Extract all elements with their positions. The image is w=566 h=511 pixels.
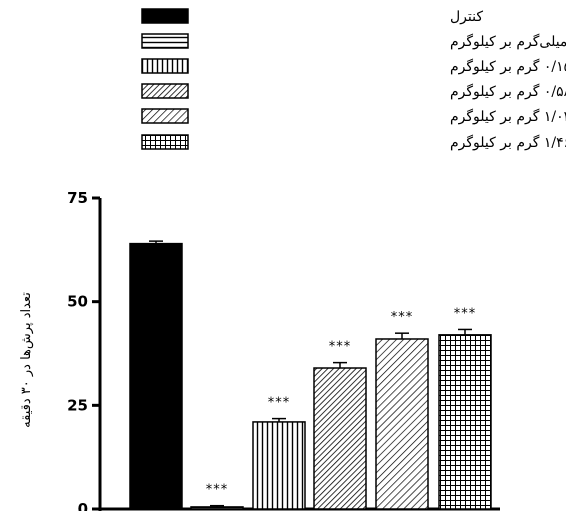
- bar-1: [129, 242, 183, 510]
- significance-label-2: ***: [206, 483, 229, 498]
- legend-label-2: دیازپام ۵ میلی‌گرم بر کیلوگرم: [450, 33, 566, 50]
- y-tick-label: 25: [67, 396, 88, 414]
- bar-4: [313, 367, 367, 510]
- legend-swatch-3: [141, 58, 189, 74]
- legend-swatch-4: [141, 83, 189, 99]
- legend-label-3: عصاره آبی ۰/۱۵ گرم بر کیلوگرم: [450, 57, 566, 75]
- legend-label-4: عصاره آبی ۰/۵۸ گرم بر کیلوگرم: [450, 82, 566, 100]
- legend-swatch-2: [141, 33, 189, 49]
- legend-swatch-1: [141, 8, 189, 24]
- significance-label-3: ***: [268, 396, 291, 411]
- significance-label-5: ***: [391, 310, 414, 325]
- y-tick-label: 50: [67, 293, 88, 311]
- y-tick-label: 75: [67, 189, 88, 207]
- plot-area: 0 25 50 75 *** *** *** *** ***: [67, 189, 500, 511]
- significance-label-6: ***: [454, 306, 477, 321]
- bar-5: [375, 338, 429, 510]
- bar-2: [190, 506, 244, 510]
- y-axis-label: تعداد پرش‌ها در ۳۰ دقیقه: [19, 292, 34, 428]
- legend-label-5: عصاره آبی ۱/۰۲ گرم بر کیلوگرم: [450, 107, 566, 125]
- legend: کنترل دیازپام ۵ میلی‌گرم بر کیلوگرم عصاره …: [141, 8, 566, 151]
- significance-label-4: ***: [329, 340, 352, 355]
- legend-label-1: کنترل: [450, 9, 483, 25]
- bar-6: [438, 334, 492, 510]
- bar-3: [252, 421, 306, 510]
- y-tick-label: 0: [78, 500, 88, 511]
- legend-label-6: عصاره آبی ۱/۴۶ گرم بر کیلوگرم: [450, 133, 566, 151]
- legend-swatch-5: [141, 108, 189, 124]
- legend-swatch-6: [141, 134, 189, 150]
